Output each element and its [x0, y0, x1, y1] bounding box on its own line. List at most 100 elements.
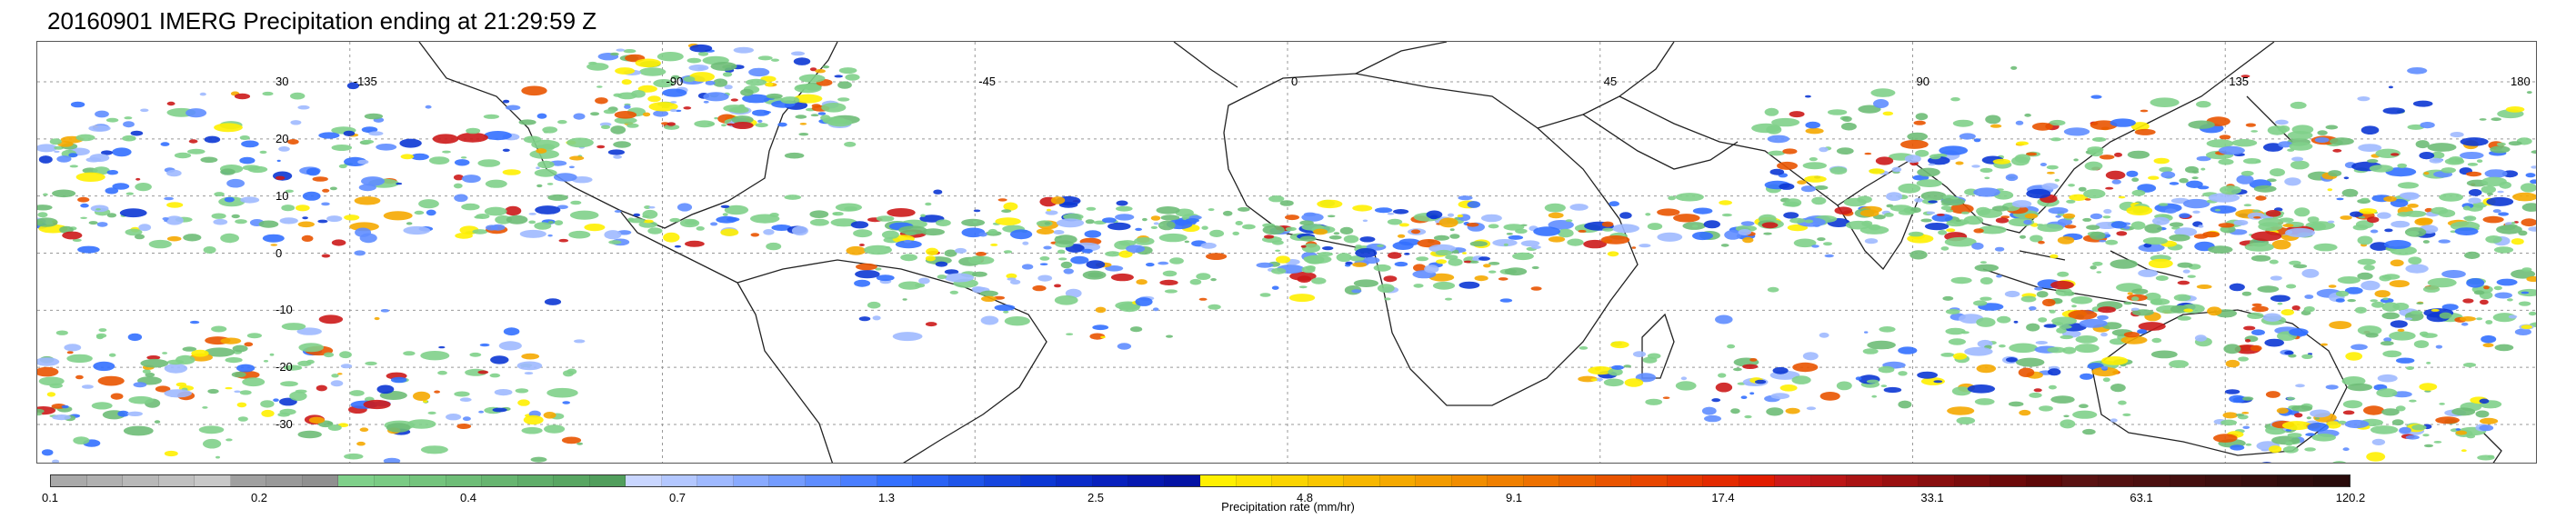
precip-cell	[220, 168, 236, 175]
precip-cell	[2269, 259, 2279, 264]
precip-cell	[2370, 299, 2378, 303]
precip-cell	[1463, 260, 1473, 264]
colorbar-swatch	[446, 475, 482, 486]
precip-cell	[643, 219, 654, 224]
precip-cell	[2151, 337, 2162, 344]
precip-cell	[1907, 132, 1929, 141]
precip-cell	[2512, 192, 2536, 202]
precip-cell	[312, 176, 328, 182]
precip-cell	[1116, 205, 1133, 212]
precip-cell	[2399, 426, 2411, 434]
precip-cell	[1531, 265, 1539, 270]
precip-cell	[2460, 316, 2476, 322]
precip-cell	[479, 343, 490, 347]
precip-cell	[2091, 137, 2107, 142]
precip-cell	[1200, 242, 1217, 249]
precip-cell	[343, 130, 356, 136]
precip-cell	[1985, 115, 2001, 125]
precip-cell	[1117, 343, 1132, 350]
precip-cell	[354, 250, 366, 256]
precip-cell	[2289, 142, 2313, 151]
precip-cell	[2360, 280, 2381, 291]
precip-cell	[340, 364, 353, 369]
precip-cell	[125, 192, 134, 195]
precip-cell	[1804, 175, 1827, 183]
precip-cell	[987, 228, 997, 235]
precip-cell	[1668, 195, 1676, 201]
precip-cell	[281, 323, 306, 331]
precip-cell	[406, 419, 436, 429]
precip-cell	[2391, 419, 2404, 426]
precip-cell	[2496, 225, 2522, 235]
latitude-label: 30	[276, 74, 289, 88]
precip-cell	[112, 147, 132, 157]
precip-cell	[2182, 269, 2190, 274]
precip-cell	[566, 137, 594, 148]
precip-cell	[1817, 237, 1826, 242]
precip-cell	[2126, 205, 2153, 215]
precip-cell	[1263, 235, 1275, 239]
precip-cell	[1940, 205, 1952, 211]
precip-cell	[603, 109, 616, 115]
precip-cell	[2008, 401, 2024, 407]
precip-cell	[306, 167, 320, 176]
colorbar-swatch	[1703, 475, 1739, 486]
precip-cell	[2241, 291, 2252, 296]
precip-cell	[2391, 220, 2411, 228]
precip-cell	[856, 263, 877, 271]
precip-cell	[91, 402, 113, 410]
precip-cell	[1868, 224, 1881, 231]
longitude-label: 180	[2511, 75, 2531, 88]
precip-cell	[714, 116, 718, 120]
precip-cell	[1544, 203, 1566, 213]
precip-cell	[2531, 150, 2536, 155]
precip-cell	[2130, 122, 2150, 131]
colorbar-swatch	[1595, 475, 1631, 486]
precip-cell	[2063, 127, 2090, 136]
precip-cell	[2079, 404, 2089, 409]
precip-cell	[1208, 208, 1215, 212]
precip-cell	[2528, 311, 2536, 316]
precip-cell	[2406, 366, 2414, 370]
colorbar-swatch	[1739, 475, 1775, 486]
precip-cell	[2441, 304, 2459, 311]
precip-cell	[2389, 331, 2416, 341]
precip-cell	[2328, 284, 2337, 288]
colorbar-swatch	[1451, 475, 1488, 486]
precip-cell	[2377, 212, 2391, 219]
colorbar-swatch	[1990, 475, 2027, 486]
precip-cell	[105, 117, 119, 123]
precip-cell	[2207, 306, 2222, 316]
precip-cell	[2290, 101, 2307, 109]
precip-cell	[2422, 240, 2430, 244]
precip-cell	[1100, 335, 1106, 339]
colorbar-tick-label: 120.2	[2335, 491, 2366, 504]
precip-cell	[2055, 287, 2072, 296]
precip-cell	[1950, 97, 1960, 102]
precip-cell	[2371, 301, 2385, 308]
precip-cell	[1457, 214, 1464, 218]
precip-cell	[1056, 218, 1085, 228]
precip-cell	[809, 218, 829, 226]
precip-cell	[2071, 304, 2077, 308]
precip-cell	[494, 389, 513, 396]
precip-cell	[2407, 67, 2428, 75]
precip-cell	[784, 195, 801, 200]
precip-cell	[2158, 203, 2169, 206]
precip-cell	[128, 395, 154, 404]
precip-cell	[1565, 219, 1573, 223]
precip-cell	[657, 52, 684, 62]
precip-cell	[37, 205, 53, 211]
precip-cell	[1804, 219, 1814, 224]
precip-cell	[2290, 160, 2310, 170]
precip-cell	[569, 155, 585, 161]
colorbar	[50, 474, 2350, 487]
precip-cell	[2284, 177, 2301, 186]
precip-cell	[1388, 252, 1402, 259]
precip-cell	[1870, 88, 1896, 97]
precip-cell	[98, 328, 107, 333]
precip-cell	[827, 118, 853, 127]
precip-cell	[1206, 253, 1228, 260]
longitude-label: -135	[353, 75, 377, 88]
precip-cell	[881, 230, 899, 239]
